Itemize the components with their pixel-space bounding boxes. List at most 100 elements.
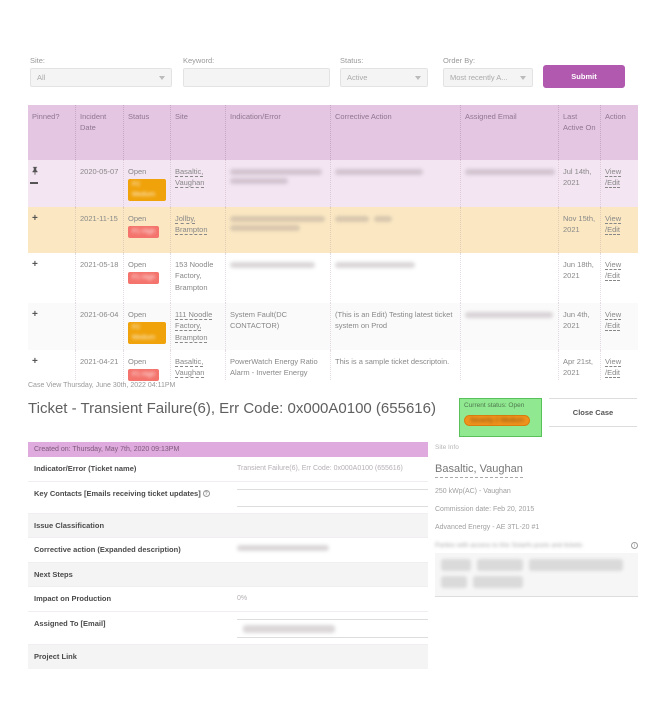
- col-assigned-email: Assigned Email: [460, 105, 558, 160]
- status-select-value: Active: [347, 73, 368, 82]
- field-label: Issue Classification: [34, 520, 105, 530]
- col-last-active: Last Active On: [558, 105, 600, 160]
- tag-row: [441, 576, 632, 588]
- pin-cell: +: [28, 207, 75, 253]
- table-row: + 2021-11-15 Open P1 High Jollby, Brampt…: [28, 207, 638, 253]
- key-contacts-input[interactable]: [237, 488, 428, 507]
- site-info-panel: Site Info Basaltic, Vaughan 250 kWp(AC) …: [435, 444, 638, 597]
- indication-cell: PowerWatch Energy Ratio Alarm - Inverter…: [225, 350, 330, 381]
- pin-add-icon[interactable]: +: [32, 309, 38, 320]
- site-commission-date: Commission date: Feb 20, 2015: [435, 506, 535, 513]
- pin-add-icon[interactable]: +: [32, 213, 38, 224]
- pushpin-icon[interactable]: [30, 166, 40, 179]
- severity-badge: P1 High: [128, 226, 160, 238]
- corrective-cell: [330, 160, 460, 207]
- indication-cell: System Fault(DC CONTACTOR): [225, 303, 330, 350]
- impact-value: 0%: [237, 595, 248, 602]
- view-edit-link[interactable]: View /Edit: [605, 167, 622, 188]
- redacted-tag: [473, 576, 523, 588]
- col-corrective-action: Corrective Action: [330, 105, 460, 160]
- pin-add-icon[interactable]: +: [32, 259, 38, 270]
- site-cell: Basaltic, Vaughan: [170, 350, 225, 381]
- redacted-text: [230, 225, 300, 231]
- view-edit-link[interactable]: View /Edit: [605, 357, 622, 378]
- action-cell: View /Edit: [600, 207, 638, 253]
- severity-badge: P2 Medium: [128, 179, 166, 201]
- email-cell: [460, 303, 558, 350]
- status-cell: Open P1 High: [123, 350, 170, 381]
- field-label: Corrective action (Expanded description): [34, 545, 181, 554]
- incident-date: 2021-11-15: [75, 207, 123, 253]
- action-cell: View /Edit: [600, 350, 638, 381]
- help-icon[interactable]: ?: [202, 490, 210, 498]
- pin-cell: +: [28, 253, 75, 303]
- site-cell: Jollby, Brampton: [170, 207, 225, 253]
- action-cell: View /Edit: [600, 160, 638, 207]
- created-on-bar: Created on: Thursday, May 7th, 2020 09:1…: [28, 442, 428, 457]
- email-cell: [460, 350, 558, 381]
- redacted-text: [335, 216, 369, 222]
- site-link[interactable]: 111 Noodle Factory, Brampton: [175, 310, 213, 342]
- submit-button[interactable]: Submit: [543, 65, 625, 88]
- status-cell: Open P1 High: [123, 207, 170, 253]
- close-case-button[interactable]: Close Case: [549, 398, 637, 427]
- parties-access-line: Parties with access to this Solarfo post…: [435, 542, 638, 549]
- corrective-cell: [330, 207, 460, 253]
- view-edit-link[interactable]: View /Edit: [605, 214, 622, 235]
- indication-cell: [225, 160, 330, 207]
- pin-add-icon[interactable]: +: [32, 356, 38, 367]
- orderby-select-value: Most recently A...: [450, 73, 508, 82]
- table-header-row: Pinned? Incident Date Status Site Indica…: [28, 105, 638, 160]
- severity-badge: P2 Medium: [128, 322, 166, 344]
- site-link[interactable]: Basaltic, Vaughan: [175, 357, 205, 378]
- status-open: Open: [128, 357, 147, 366]
- site-select[interactable]: All: [30, 68, 172, 87]
- current-status-box: Current status: Open Severity 2 Medium: [459, 398, 542, 437]
- status-open: Open: [128, 214, 147, 223]
- redacted-text: [230, 169, 322, 175]
- site-filter-label: Site:: [30, 56, 46, 65]
- redacted-text: [374, 216, 392, 222]
- ticket-title: Ticket - Transient Failure(6), Err Code:…: [28, 400, 436, 417]
- corrective-cell: [330, 253, 460, 303]
- unpin-icon[interactable]: [30, 182, 38, 185]
- site-info-label: Site Info: [435, 444, 459, 451]
- site-name-link[interactable]: Basaltic, Vaughan: [435, 463, 523, 478]
- corrective-cell: (This is an Edit) Testing latest ticket …: [330, 303, 460, 350]
- chevron-down-icon: [159, 75, 165, 80]
- col-action: Action: [600, 105, 638, 160]
- last-active-cell: Jul 14th, 2021: [558, 160, 600, 207]
- keyword-input[interactable]: [183, 68, 330, 87]
- assigned-to-input[interactable]: [237, 618, 428, 638]
- field-label: Key Contacts [Emails receiving ticket up…: [34, 488, 210, 498]
- status-filter: Status: Active: [340, 56, 428, 87]
- indicator-value: Transient Failure(6), Err Code: 0x000A01…: [237, 465, 403, 472]
- severity-badge: P1 High: [128, 272, 160, 284]
- parties-tags-box: [435, 553, 638, 597]
- redacted-tag: [477, 559, 523, 571]
- tag-row: [441, 559, 632, 571]
- redacted-text: [230, 262, 315, 268]
- status-filter-label: Status:: [340, 56, 364, 65]
- site-equipment: Advanced Energy - AE 3TL-20 #1: [435, 524, 540, 531]
- last-active-cell: Apr 21st, 2021: [558, 350, 600, 381]
- tickets-table: Pinned? Incident Date Status Site Indica…: [28, 105, 638, 381]
- keyword-filter: Keyword:: [183, 56, 330, 87]
- view-edit-link[interactable]: View /Edit: [605, 310, 622, 331]
- site-link[interactable]: Jollby, Brampton: [175, 214, 208, 235]
- view-edit-link[interactable]: View /Edit: [605, 260, 622, 281]
- status-select[interactable]: Active: [340, 68, 428, 87]
- redacted-text: [335, 169, 423, 175]
- site-link[interactable]: Basaltic, Vaughan: [175, 167, 205, 188]
- col-status: Status: [123, 105, 170, 160]
- pin-cell: +: [28, 350, 75, 381]
- orderby-select[interactable]: Most recently A...: [443, 68, 533, 87]
- col-site: Site: [170, 105, 225, 160]
- table-row: 2020-05-07 Open P2 Medium Basaltic, Vaug…: [28, 160, 638, 207]
- form-row-next-steps: Next Steps: [28, 562, 428, 587]
- incident-date: 2021-06-04: [75, 303, 123, 350]
- info-icon[interactable]: i: [631, 542, 638, 549]
- email-cell: [460, 207, 558, 253]
- status-cell: Open P1 High: [123, 253, 170, 303]
- incident-date: 2021-04-21: [75, 350, 123, 381]
